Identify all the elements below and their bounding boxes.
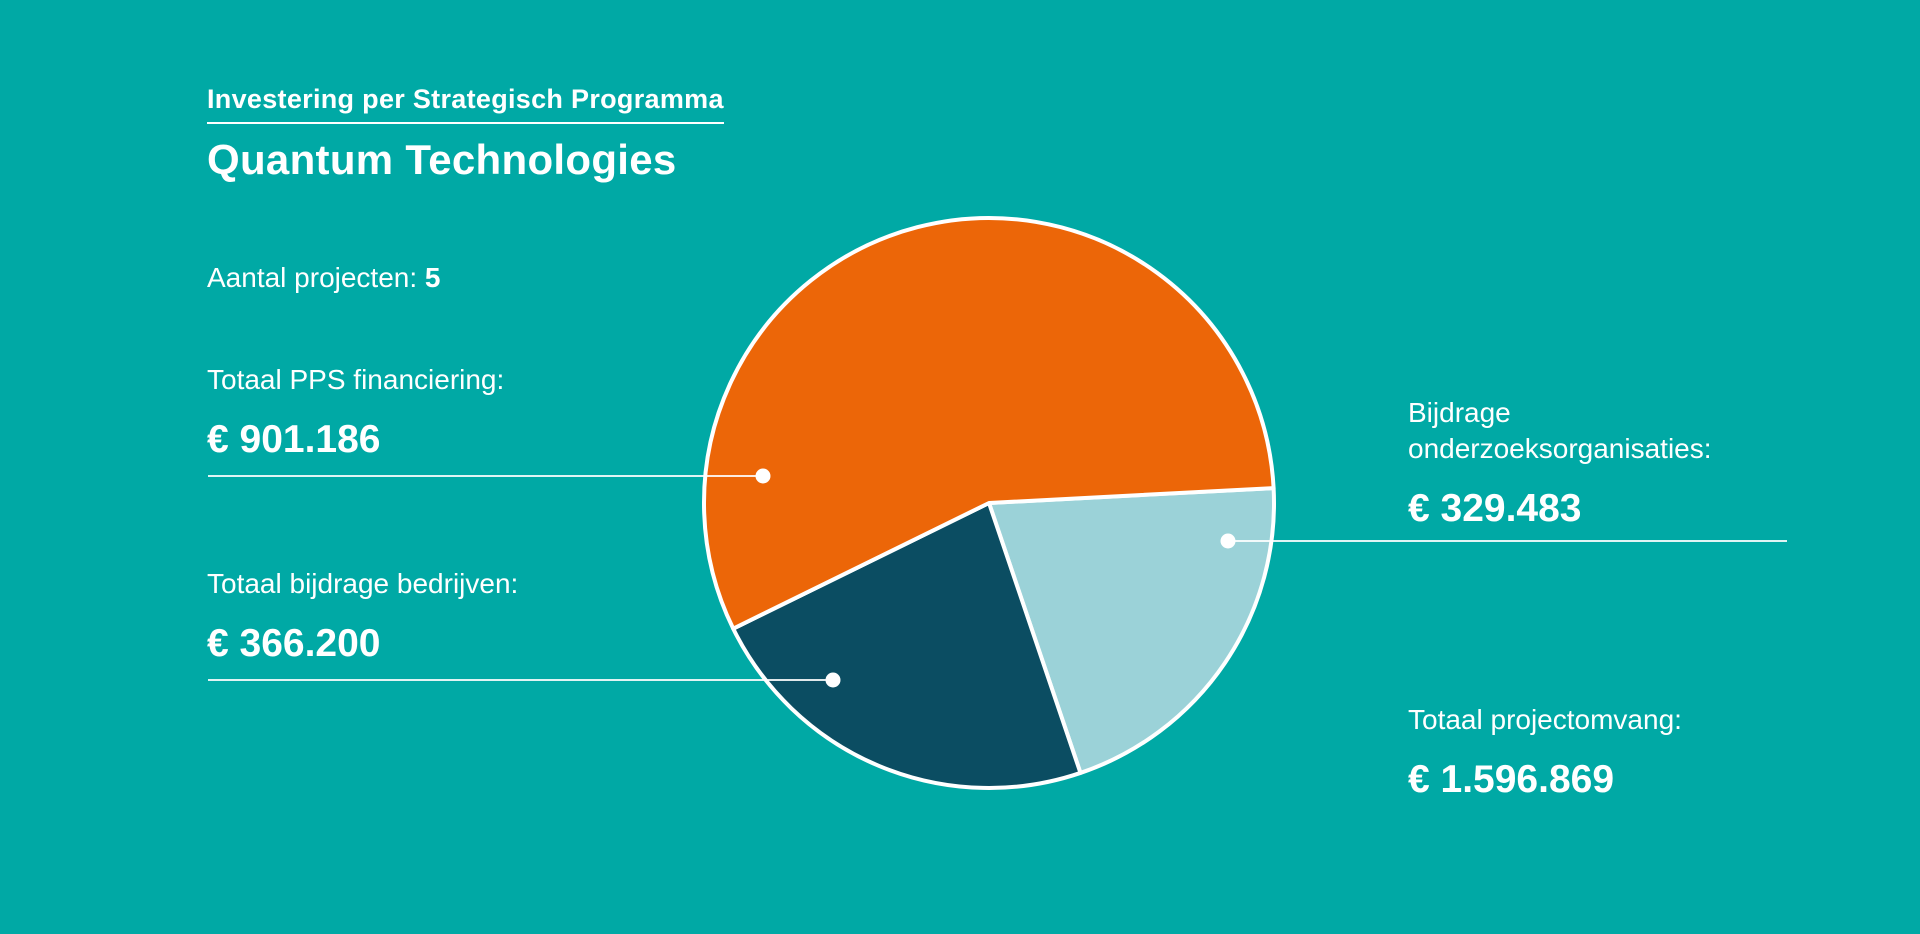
stat-onderzoek-label: Bijdrage onderzoeksorganisaties: bbox=[1408, 395, 1712, 467]
projects-count-label: Aantal projecten: bbox=[207, 262, 418, 293]
stat-onderzoek-value: € 329.483 bbox=[1408, 487, 1582, 530]
page-title: Quantum Technologies bbox=[207, 136, 677, 183]
stat-totaal-value: € 1.596.869 bbox=[1408, 758, 1615, 801]
stat-bedrijven-label: Totaal bijdrage bedrijven: bbox=[207, 568, 519, 599]
stat-bedrijven-value: € 366.200 bbox=[207, 622, 381, 665]
pie-slice-totaal-bijdrage-bedrijven bbox=[731, 501, 1083, 790]
stat-totaal-label: Totaal projectomvang: bbox=[1408, 704, 1682, 735]
projects-count-line: Aantal projecten: 5 bbox=[207, 262, 441, 294]
page-eyebrow: Investering per Strategisch Programma bbox=[207, 84, 724, 124]
stat-pps-financiering: Totaal PPS financiering: € 901.186 bbox=[207, 362, 504, 459]
pie-slice-totaal-pps-financiering bbox=[702, 216, 1276, 631]
projects-count-value: 5 bbox=[424, 262, 441, 293]
callout-dot-onderzoek bbox=[1220, 533, 1236, 549]
callout-dot-pps bbox=[755, 468, 771, 484]
stat-totaal-projectomvang: Totaal projectomvang: € 1.596.869 bbox=[1408, 702, 1682, 799]
pie-slice-bijdrage-onderzoeksorganisaties bbox=[987, 486, 1276, 775]
callout-dot-bedrijven bbox=[825, 672, 841, 688]
stat-onderzoek-label-line2: onderzoeksorganisaties: bbox=[1408, 433, 1712, 464]
stat-bijdrage-onderzoeksorganisaties: Bijdrage onderzoeksorganisaties: € 329.4… bbox=[1408, 395, 1712, 528]
stat-pps-label: Totaal PPS financiering: bbox=[207, 364, 505, 395]
stat-onderzoek-label-line1: Bijdrage bbox=[1408, 397, 1511, 428]
pie-slices bbox=[702, 216, 1276, 790]
stat-pps-value: € 901.186 bbox=[207, 418, 381, 461]
callout-lines bbox=[208, 468, 1787, 688]
stat-bijdrage-bedrijven: Totaal bijdrage bedrijven: € 366.200 bbox=[207, 566, 518, 663]
